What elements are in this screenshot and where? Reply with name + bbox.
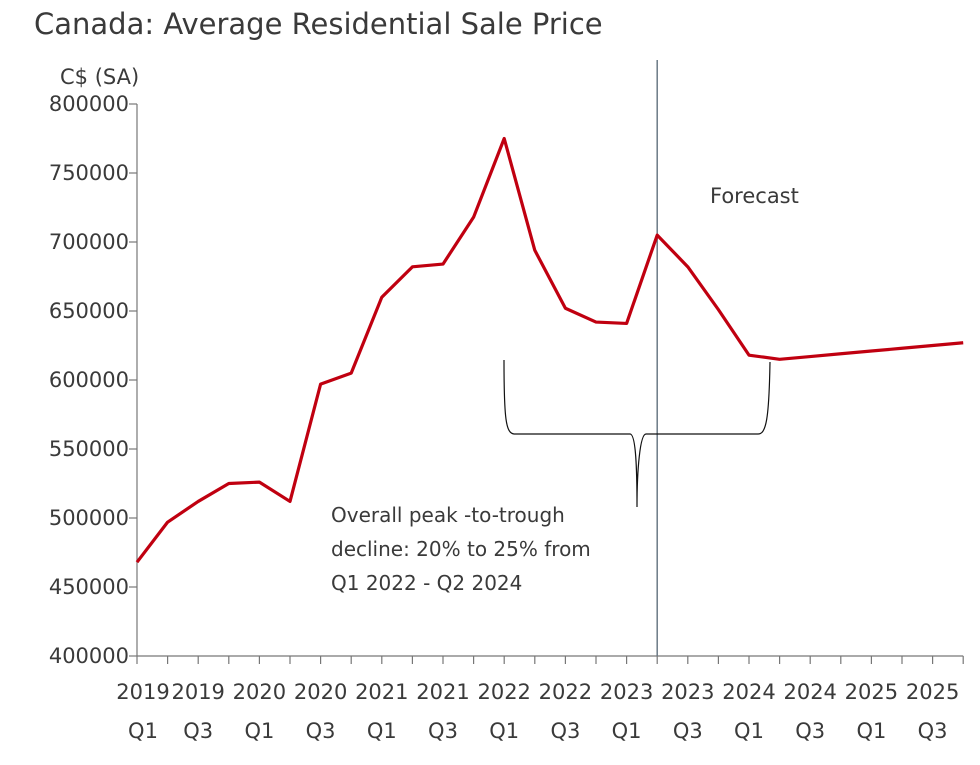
x-tick-label-year: 2020 bbox=[294, 680, 347, 704]
x-tick-label-quarter: Q1 bbox=[856, 719, 886, 743]
x-tick-label-year: 2020 bbox=[233, 680, 286, 704]
y-tick-label: 700000 bbox=[49, 230, 129, 254]
x-tick-label-year: 2022 bbox=[477, 680, 530, 704]
x-axis: 2019 Q1 2019 Q3 2020 Q1 2020 Q3 2021 Q1 2021 Q3 2022… bbox=[116, 656, 963, 743]
peak-to-trough-brace bbox=[504, 360, 770, 507]
x-tick-label-year: 2024 bbox=[722, 680, 775, 704]
decline-annotation-line-1: Overall peak -to-trough bbox=[331, 503, 565, 527]
x-tick-label-quarter: Q1 bbox=[367, 719, 397, 743]
y-axis-label: C$ (SA) bbox=[60, 65, 139, 89]
x-tick-label-quarter: Q1 bbox=[489, 719, 519, 743]
x-tick-label-year: 2022 bbox=[539, 680, 592, 704]
y-tick-label: 400000 bbox=[49, 644, 129, 668]
x-tick-label-year: 2025 bbox=[906, 680, 959, 704]
y-tick-label: 750000 bbox=[49, 161, 129, 185]
x-tick-label-year: 2021 bbox=[416, 680, 469, 704]
y-tick-label: 600000 bbox=[49, 368, 129, 392]
decline-annotation-line-3: Q1 2022 - Q2 2024 bbox=[331, 571, 522, 595]
x-tick-label-quarter: Q1 bbox=[734, 719, 764, 743]
x-tick-label-year: 2024 bbox=[783, 680, 836, 704]
y-tick-label: 650000 bbox=[49, 299, 129, 323]
y-tick-label: 450000 bbox=[49, 575, 129, 599]
x-tick-label-year: 2023 bbox=[600, 680, 653, 704]
y-tick-label: 550000 bbox=[49, 437, 129, 461]
x-tick-label-quarter: Q3 bbox=[306, 719, 336, 743]
x-tick-label-quarter: Q3 bbox=[673, 719, 703, 743]
x-tick-label-quarter: Q3 bbox=[795, 719, 825, 743]
x-tick-label-year: 2023 bbox=[661, 680, 714, 704]
x-tick-label-quarter: Q1 bbox=[128, 719, 158, 743]
x-tick-label-year: 2025 bbox=[845, 680, 898, 704]
x-tick-label-year: 2021 bbox=[355, 680, 408, 704]
forecast-label: Forecast bbox=[710, 184, 799, 208]
chart-title: Canada: Average Residential Sale Price bbox=[34, 7, 603, 41]
decline-annotation-line-2: decline: 20% to 25% from bbox=[331, 537, 591, 561]
x-tick-label-quarter: Q3 bbox=[918, 719, 948, 743]
x-tick-label-quarter: Q3 bbox=[428, 719, 458, 743]
y-axis: 400000 450000 500000 550000 600000 650000 7000… bbox=[49, 92, 137, 668]
price-series-line bbox=[137, 139, 963, 563]
x-tick-label-year: 2019 bbox=[116, 680, 169, 704]
x-tick-label-quarter: Q3 bbox=[183, 719, 213, 743]
x-tick-label-quarter: Q1 bbox=[612, 719, 642, 743]
series-group bbox=[137, 138, 963, 562]
y-tick-label: 800000 bbox=[49, 92, 129, 116]
x-tick-label-quarter: Q3 bbox=[550, 719, 580, 743]
y-tick-label: 500000 bbox=[49, 506, 129, 530]
x-tick-label-quarter: Q1 bbox=[244, 719, 274, 743]
x-tick-label-year: 2019 bbox=[171, 680, 224, 704]
